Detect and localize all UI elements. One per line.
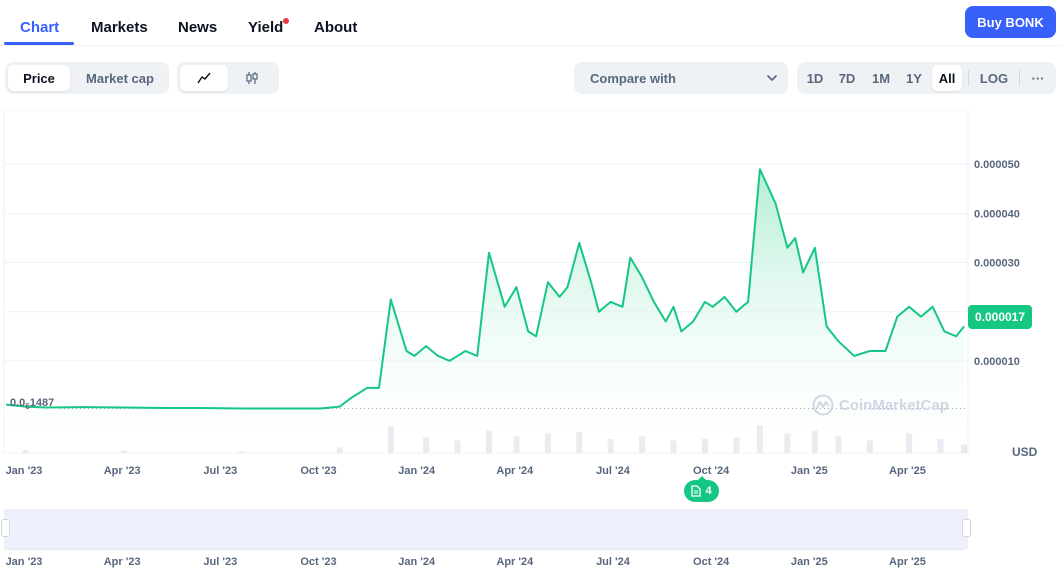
tab-about[interactable]: About — [314, 19, 358, 36]
line-chart-icon — [197, 72, 211, 84]
x-tick-label: Jul '24 — [596, 465, 631, 477]
min-price-label: 0.061487 — [10, 397, 55, 412]
price-area-fill — [6, 169, 965, 453]
range-1m-button[interactable]: 1M — [871, 70, 891, 86]
range-toggle: 1D 7D 1M 1Y All LOG ··· — [797, 62, 1056, 94]
y-tick-label: 0.000030 — [974, 258, 1020, 270]
range-7d-button[interactable]: 7D — [838, 70, 856, 86]
navigator-tick-label: Jul '24 — [596, 556, 631, 568]
market-cap-button[interactable]: Market cap — [86, 70, 154, 86]
navigator-left-handle[interactable] — [1, 519, 10, 537]
active-tab-indicator — [4, 42, 74, 45]
news-marker[interactable]: 4 — [684, 476, 719, 502]
range-1d-button[interactable]: 1D — [806, 70, 824, 86]
range-all-button[interactable]: All — [932, 65, 962, 91]
chart-type-toggle — [177, 62, 279, 94]
candlestick-icon — [246, 72, 258, 84]
navigator-tick-label: Jan '25 — [791, 556, 828, 568]
x-tick-label: Jan '23 — [6, 465, 43, 477]
navigator-tick-label: Apr '25 — [889, 556, 926, 568]
metric-toggle: Price Market cap — [5, 62, 169, 94]
tab-markets[interactable]: Markets — [91, 19, 148, 36]
y-tick-label: 0.000050 — [974, 159, 1020, 171]
x-tick-label: Apr '25 — [889, 465, 926, 477]
more-options-button[interactable]: ··· — [1031, 70, 1045, 86]
range-1y-button[interactable]: 1Y — [906, 70, 922, 86]
price-chart[interactable]: 0.0000500.0000400.0000300.0000200.000010… — [0, 110, 1061, 575]
x-tick-label: Apr '23 — [104, 465, 141, 477]
chevron-down-icon — [767, 75, 777, 81]
price-button[interactable]: Price — [8, 65, 70, 91]
navigator-tick-label: Jan '24 — [398, 556, 436, 568]
navigator-tick-label: Apr '24 — [496, 556, 534, 568]
tab-news[interactable]: News — [178, 19, 218, 36]
buy-button[interactable]: Buy BONK — [965, 6, 1056, 38]
navigator-tick-label: Oct '24 — [693, 556, 730, 568]
tab-chart[interactable]: Chart — [20, 19, 60, 36]
x-tick-label: Oct '24 — [693, 465, 730, 477]
x-tick-label: Oct '23 — [300, 465, 336, 477]
navigator-tick-label: Apr '23 — [104, 556, 141, 568]
x-tick-label: Jan '24 — [398, 465, 436, 477]
navigator-right-handle[interactable] — [962, 519, 971, 537]
tab-yield[interactable]: Yield — [248, 19, 284, 36]
navigator-tick-label: Jul '23 — [203, 556, 237, 568]
y-tick-label: 0.000040 — [974, 208, 1020, 220]
range-divider — [968, 70, 969, 86]
compare-with-select[interactable]: Compare with — [574, 62, 788, 94]
x-tick-label: Jul '23 — [203, 465, 237, 477]
x-tick-label: Apr '24 — [496, 465, 534, 477]
price-line — [5, 168, 965, 410]
notification-dot — [283, 18, 289, 24]
coinmarketcap-logo-icon — [812, 394, 834, 416]
line-chart-button[interactable] — [180, 65, 228, 91]
top-nav: Chart Markets News Yield About Buy BONK — [0, 0, 1061, 46]
navigator-tick-label: Jan '23 — [6, 556, 43, 568]
more-divider — [1019, 70, 1020, 86]
document-icon — [691, 485, 702, 497]
range-navigator[interactable] — [4, 509, 968, 549]
navigator-tick-label: Oct '23 — [300, 556, 336, 568]
current-price-tag: 0.000017 — [968, 305, 1032, 329]
watermark: CoinMarketCap — [812, 394, 949, 416]
x-tick-label: Jan '25 — [791, 465, 828, 477]
compare-with-label: Compare with — [590, 71, 676, 86]
log-button[interactable]: LOG — [979, 70, 1009, 86]
candlestick-button[interactable] — [228, 65, 276, 91]
y-tick-label: 0.000010 — [974, 356, 1020, 368]
currency-label: USD — [1012, 445, 1038, 459]
